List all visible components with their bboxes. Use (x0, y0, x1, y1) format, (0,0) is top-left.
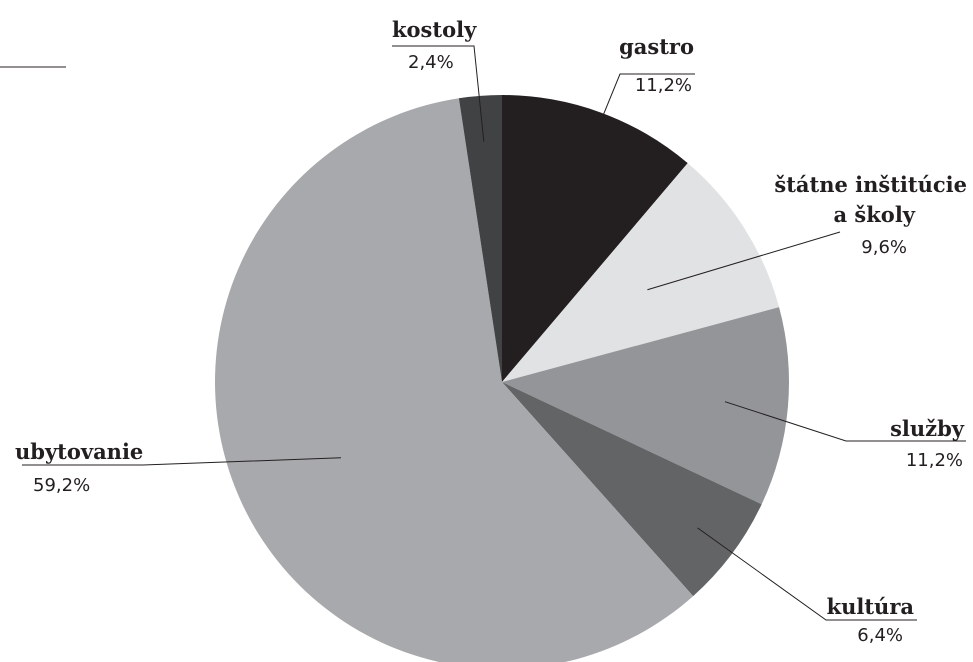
slice-category-label: a školy (834, 202, 916, 227)
slice-value-label: 6,4% (857, 625, 903, 646)
pie-slice-ubytovanie (214, 98, 694, 662)
pie-slice-gastro (502, 95, 688, 382)
slice-category-label: kultúra (827, 594, 915, 619)
pie-slice-sluzby (502, 307, 789, 505)
slice-category-label: ubytovanie (15, 439, 143, 464)
slice-value-label: 2,4% (408, 52, 454, 73)
pie-slice-kultura (502, 382, 762, 597)
slice-value-label: 11,2% (635, 75, 692, 96)
slice-category-label: gastro (619, 34, 694, 59)
callout-leader-line (647, 231, 841, 291)
slice-value-label: 11,2% (906, 450, 963, 471)
slice-category-label: služby (890, 416, 965, 441)
pie-slices (214, 95, 789, 662)
pie-slice-kostoly (458, 95, 502, 382)
slice-value-label: 9,6% (861, 237, 907, 258)
slice-category-label: kostoly (392, 17, 477, 42)
slice-value-label: 59,2% (33, 475, 90, 496)
slice-category-label: štátne inštitúcie (774, 172, 967, 197)
callout-leader-line (22, 457, 342, 466)
pie-callouts: gastro 11,2% štátne inštitúcie a školy 9,6% s… (15, 17, 967, 646)
callout-leader-line (570, 73, 695, 194)
callout-leader-line (724, 401, 966, 442)
pie-slice-statne (502, 163, 780, 382)
callout-leader-line (697, 527, 917, 621)
callout-leader-line (392, 45, 485, 142)
